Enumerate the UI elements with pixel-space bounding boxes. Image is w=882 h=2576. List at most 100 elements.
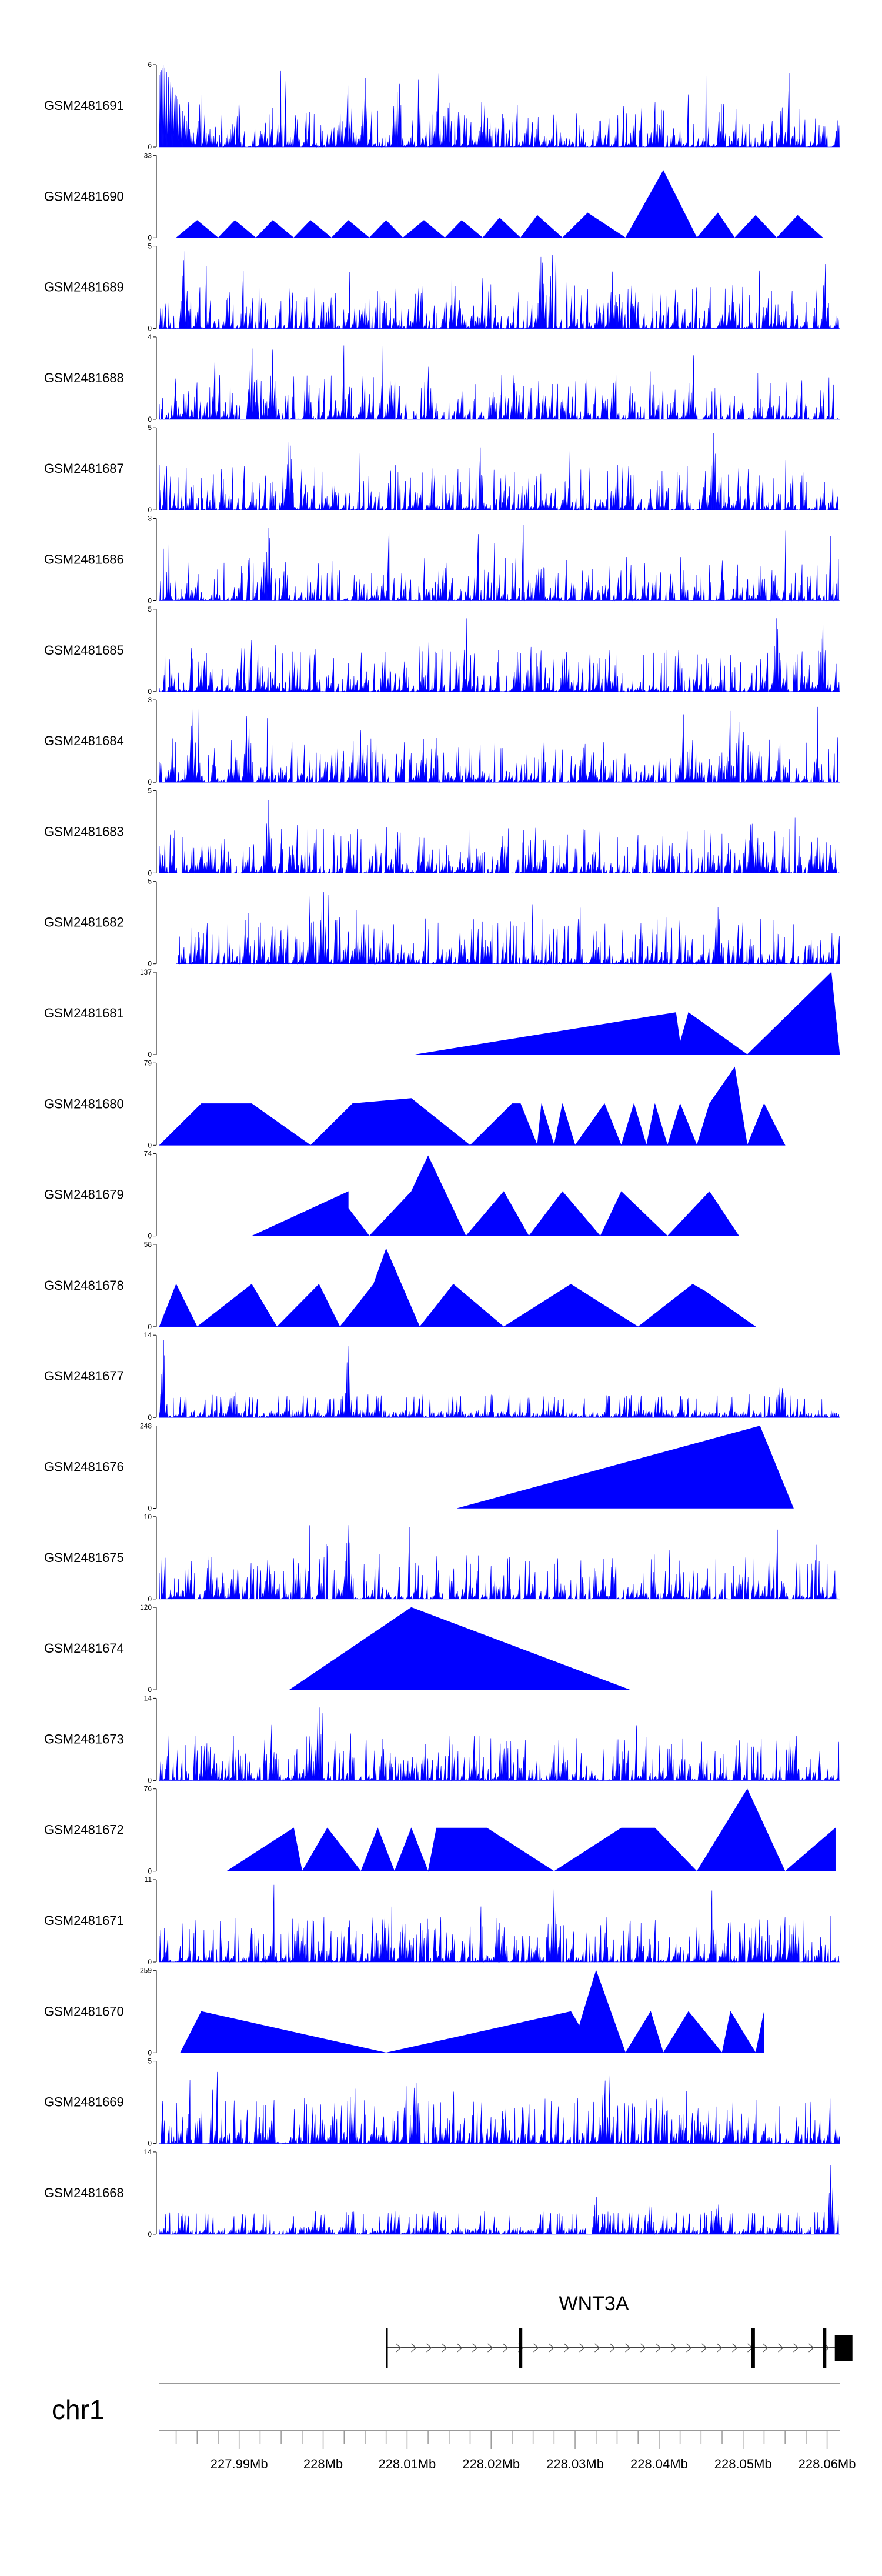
y-min-label: 0 [148, 1141, 152, 1149]
y-max-label: 4 [148, 333, 152, 341]
track-label: GSM2481677 [44, 1369, 124, 1383]
genome-axis-tick-label: 228Mb [303, 2457, 343, 2471]
track-label: GSM2481685 [44, 643, 124, 658]
y-min-label: 0 [148, 325, 152, 333]
y-min-label: 0 [148, 1050, 152, 1059]
coverage-area [159, 433, 840, 511]
genome-axis-tick-label: 228.05Mb [714, 2457, 772, 2471]
strand-chevron [594, 2343, 600, 2353]
coverage-area [159, 251, 840, 329]
track-GSM2481680: GSM2481680 79 0 [44, 1059, 786, 1149]
genome-axis-tick-label: 228.06Mb [799, 2457, 856, 2471]
strand-chevron [701, 2343, 707, 2353]
y-max-label: 137 [140, 968, 152, 976]
coverage-area [159, 345, 840, 421]
coverage-area [159, 1340, 840, 1419]
coverage-area [457, 1426, 794, 1509]
track-GSM2481686: GSM2481686 3 0 [44, 515, 840, 605]
strand-chevron [763, 2343, 769, 2353]
y-min-label: 0 [148, 1958, 152, 1966]
y-max-label: 14 [144, 2148, 152, 2156]
track-GSM2481688: GSM2481688 4 0 [44, 333, 840, 423]
track-GSM2481678: GSM2481678 58 0 [44, 1240, 757, 1331]
y-min-label: 0 [148, 597, 152, 605]
strand-chevron [396, 2343, 402, 2353]
y-max-label: 76 [144, 1785, 152, 1793]
coverage-area [159, 1707, 840, 1781]
y-max-label: 14 [144, 1694, 152, 1702]
y-min-label: 0 [148, 1232, 152, 1240]
coverage-area [175, 170, 824, 238]
y-min-label: 0 [148, 869, 152, 877]
y-max-label: 120 [140, 1603, 152, 1611]
track-GSM2481675: GSM2481675 10 0 [44, 1513, 840, 1603]
y-min-label: 0 [148, 233, 152, 242]
strand-chevron [732, 2343, 738, 2353]
y-min-label: 0 [148, 960, 152, 968]
strand-chevron [564, 2343, 570, 2353]
strand-chevron [640, 2343, 646, 2353]
genome-axis-tick-label: 228.03Mb [546, 2457, 604, 2471]
coverage-area [159, 2165, 840, 2235]
strand-chevron [656, 2343, 662, 2353]
genome-axis-tick-label: 227.99Mb [211, 2457, 268, 2471]
gene-name-label: WNT3A [559, 2293, 629, 2315]
strand-chevron [778, 2343, 784, 2353]
track-label: GSM2481689 [44, 280, 124, 295]
y-max-label: 259 [140, 1966, 152, 1974]
coverage-tracks: GSM248169160GSM2481690330GSM248168950GSM… [44, 61, 840, 2238]
track-label: GSM2481683 [44, 824, 124, 839]
track-GSM2481670: GSM2481670 259 0 [44, 1966, 764, 2057]
track-GSM2481674: GSM2481674 120 0 [44, 1603, 630, 1694]
coverage-area [226, 1788, 836, 1872]
y-min-label: 0 [148, 778, 152, 786]
coverage-area [159, 1248, 757, 1327]
y-max-label: 74 [144, 1150, 152, 1158]
y-max-label: 5 [148, 423, 152, 432]
strand-chevron [717, 2343, 723, 2353]
coverage-area [159, 618, 840, 692]
y-max-label: 5 [148, 877, 152, 886]
y-min-label: 0 [148, 2230, 152, 2238]
track-GSM2481673: GSM2481673 14 0 [44, 1694, 840, 1784]
track-label: GSM2481672 [44, 1823, 124, 1837]
track-label: GSM2481675 [44, 1550, 124, 1565]
track-label: GSM2481669 [44, 2095, 124, 2110]
track-label: GSM2481682 [44, 915, 124, 930]
strand-chevron [610, 2343, 616, 2353]
coverage-area [159, 2071, 840, 2144]
track-label: GSM2481687 [44, 461, 124, 476]
track-label: GSM2481686 [44, 552, 124, 567]
coverage-area [176, 892, 840, 965]
coverage-area [159, 525, 840, 602]
gene-exon [823, 2328, 827, 2368]
track-GSM2481687: GSM2481687 5 0 [44, 423, 840, 514]
track-GSM2481676: GSM2481676 248 0 [44, 1422, 794, 1513]
strand-chevron [579, 2343, 585, 2353]
y-max-label: 33 [144, 151, 152, 159]
track-label: GSM2481681 [44, 1006, 124, 1020]
track-GSM2481677: GSM2481677 14 0 [44, 1331, 840, 1422]
track-GSM2481685: GSM2481685 5 0 [44, 605, 840, 696]
track-label: GSM2481676 [44, 1460, 124, 1474]
gene-exon [834, 2335, 853, 2361]
track-GSM2481691: GSM2481691 6 0 [44, 61, 840, 151]
strand-chevron [411, 2343, 417, 2353]
track-label: GSM2481671 [44, 1913, 124, 1928]
gene-exon [386, 2328, 388, 2368]
strand-chevron [549, 2343, 554, 2353]
track-label: GSM2481690 [44, 189, 124, 203]
y-min-label: 0 [148, 1413, 152, 1422]
y-max-label: 11 [145, 1876, 152, 1884]
coverage-area [159, 65, 840, 148]
coverage-area [289, 1607, 630, 1690]
y-min-label: 0 [148, 415, 152, 423]
coverage-area [159, 1883, 840, 1963]
y-min-label: 0 [148, 1867, 152, 1876]
coverage-area [159, 1525, 840, 1600]
track-label: GSM2481673 [44, 1731, 124, 1746]
y-min-label: 0 [148, 1776, 152, 1784]
track-label: GSM2481680 [44, 1096, 124, 1111]
y-max-label: 5 [148, 242, 152, 251]
track-label: GSM2481674 [44, 1641, 124, 1656]
